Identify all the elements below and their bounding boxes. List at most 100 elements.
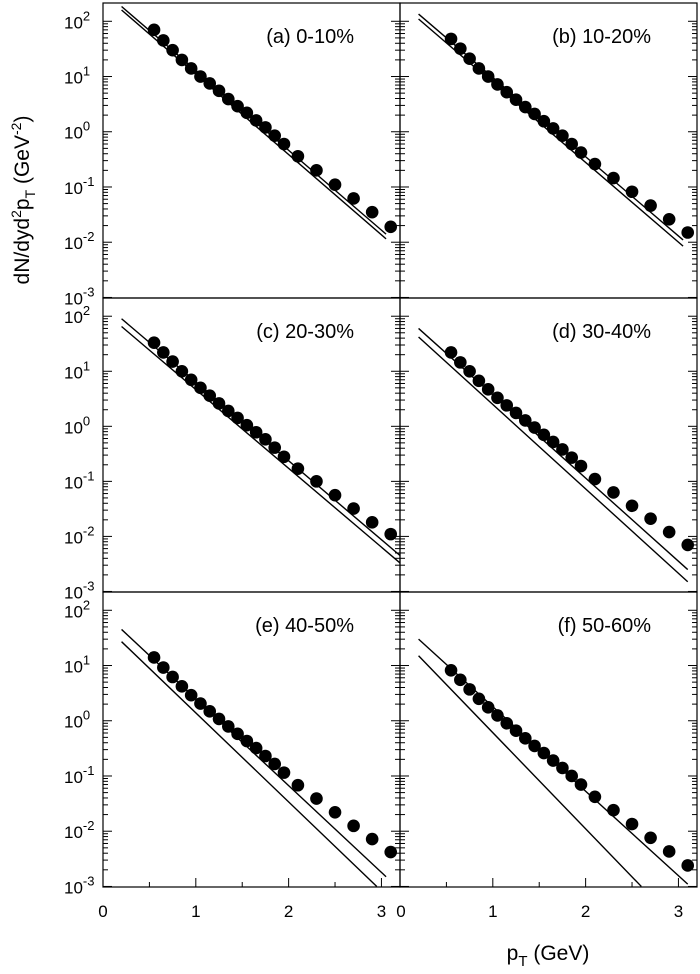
panel-label: (b) 10-20%: [552, 26, 651, 48]
data-point: [147, 651, 161, 664]
data-point: [384, 845, 398, 859]
data-point: [500, 399, 514, 412]
y-tick-label: 10-2: [64, 818, 94, 842]
data-point: [291, 778, 305, 792]
data-point: [625, 185, 639, 199]
panel-label: (a) 0-10%: [266, 26, 354, 48]
data-point: [518, 100, 532, 114]
data-point: [147, 23, 161, 37]
data-point: [310, 164, 323, 177]
data-point: [546, 122, 560, 135]
data-point: [231, 99, 244, 113]
panel-a: (a) 0-10% 102 101 100 10-1 10-2 10-3: [64, 2, 401, 308]
data-point: [546, 754, 560, 767]
panel-f: (f) 50-60% 0 1 2 3: [396, 591, 698, 921]
model-curve: [121, 641, 378, 887]
data-point: [249, 425, 263, 439]
data-point: [509, 406, 523, 420]
data-point: [491, 391, 504, 405]
data-point: [607, 171, 620, 185]
model-curve: [418, 336, 689, 583]
y-tick-label: 10-1: [64, 468, 94, 492]
data-point: [444, 663, 458, 677]
data-point: [166, 43, 179, 57]
data-point: [454, 42, 467, 55]
data-point: [240, 106, 254, 120]
data-point: [166, 670, 179, 684]
panel-label: (d) 30-40%: [552, 321, 651, 343]
data-point: [259, 749, 272, 763]
data-point: [277, 766, 291, 779]
data-point: [384, 220, 398, 234]
y-tick-label: 102: [64, 303, 90, 327]
panel-frame: [102, 2, 401, 299]
x-tick-label: 1: [191, 902, 200, 921]
data-point: [588, 472, 602, 486]
panel-frame: [102, 297, 401, 593]
data-point: [528, 107, 541, 121]
y-tick-label: 10-1: [64, 174, 94, 198]
data-point: [157, 34, 170, 47]
y-tick-label: 10-3: [64, 284, 94, 308]
x-tick-label: 0: [396, 902, 405, 921]
y-tick-label: 10-2: [64, 229, 94, 253]
data-point: [175, 53, 189, 67]
data-point: [509, 93, 523, 107]
data-point: [259, 433, 272, 446]
data-point: [472, 62, 486, 75]
data-point: [203, 389, 217, 402]
data-point: [268, 757, 282, 771]
data-point: [328, 806, 342, 819]
data-point: [472, 692, 486, 706]
data-point: [472, 374, 486, 388]
data-point: [565, 769, 579, 783]
data-point: [625, 817, 639, 831]
data-point: [681, 859, 695, 872]
data-point: [491, 78, 504, 91]
data-point: [644, 831, 657, 845]
x-tick-label: 2: [284, 902, 293, 921]
data-point: [662, 525, 676, 539]
model-curve: [418, 327, 689, 571]
data-point: [556, 443, 569, 456]
data-point: [277, 137, 291, 151]
y-axis-title: dN/dyd2pT (GeV-2): [8, 116, 38, 285]
data-point: [625, 499, 639, 513]
data-point: [221, 404, 235, 418]
data-point: [157, 346, 170, 359]
data-point: [203, 705, 217, 718]
data-point: [556, 129, 569, 142]
data-point: [662, 212, 676, 226]
data-point: [518, 414, 532, 427]
data-point: [491, 709, 504, 722]
data-point: [157, 661, 170, 674]
data-point: [221, 92, 235, 106]
data-point: [194, 381, 207, 395]
data-point: [463, 683, 476, 696]
data-point: [212, 84, 226, 98]
panel-label: (f) 50-60%: [558, 615, 652, 637]
data-point: [607, 803, 620, 817]
data-point: [528, 421, 541, 434]
panel-frame: [399, 591, 698, 888]
data-point: [365, 205, 379, 219]
data-point: [546, 435, 560, 449]
data-point: [454, 673, 467, 687]
data-point: [268, 441, 282, 454]
data-point: [291, 149, 305, 163]
data-point: [240, 734, 254, 748]
data-point: [574, 459, 588, 473]
x-tick-label: 3: [377, 902, 386, 921]
data-point: [365, 516, 379, 529]
panel-c: (c) 20-30% 102 101 100 10-1 10-2 10-3: [64, 297, 401, 602]
data-point: [166, 355, 179, 368]
data-point: [365, 832, 379, 846]
data-point: [194, 697, 207, 710]
data-point: [175, 364, 189, 378]
y-tick-label: 10-3: [64, 873, 94, 897]
y-tick-label: 102: [64, 597, 90, 621]
data-point: [463, 364, 476, 378]
data-point: [310, 475, 323, 488]
y-tick-label: 100: [64, 119, 90, 143]
